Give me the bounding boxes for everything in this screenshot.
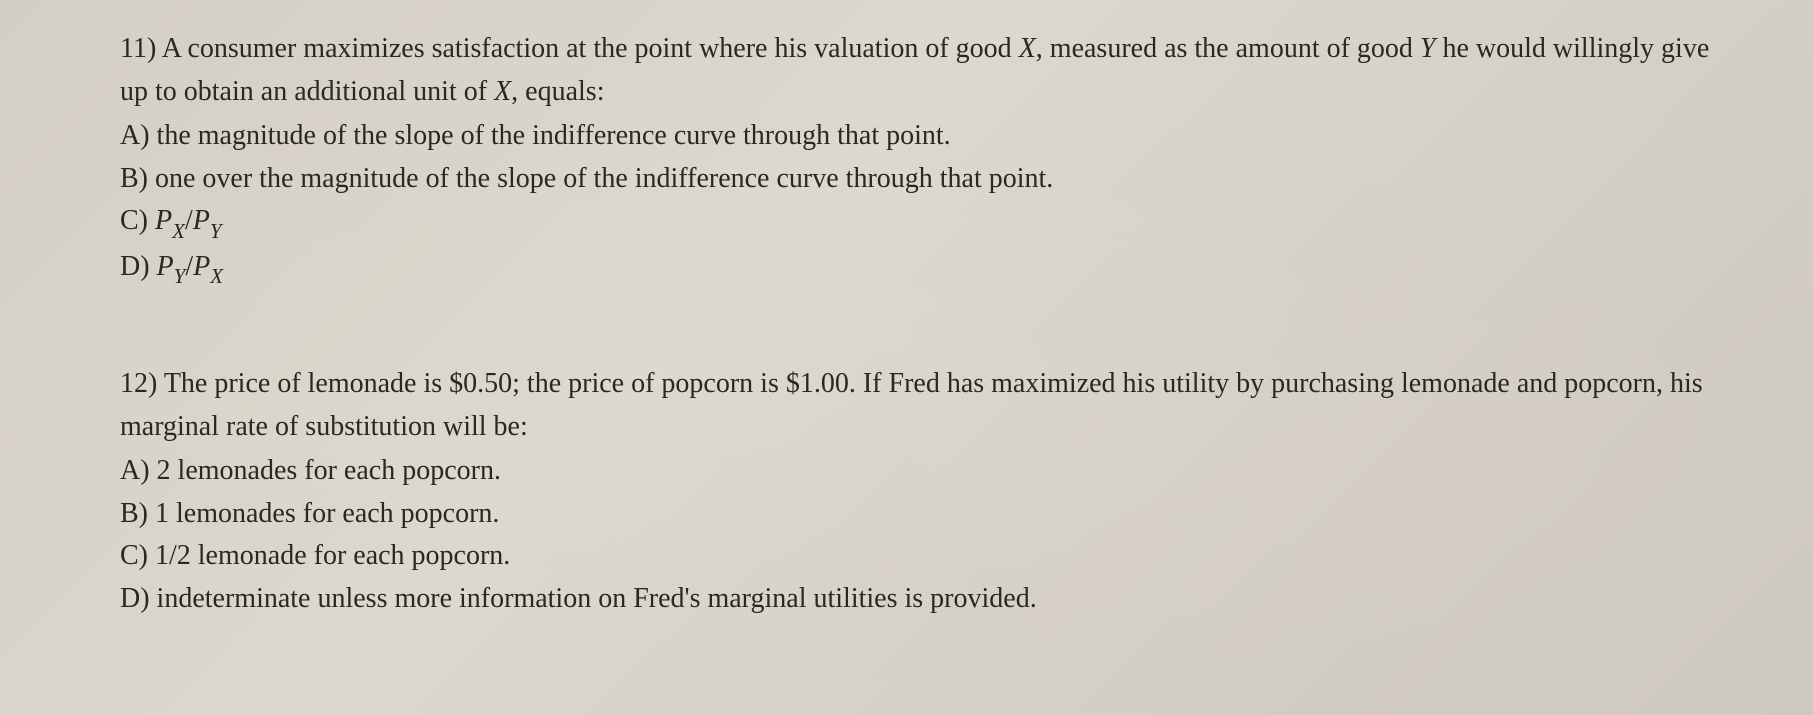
- stem-part1: A consumer maximizes satisfaction at the…: [162, 33, 1019, 64]
- option-a-label: A): [120, 455, 150, 486]
- option-d-label: D): [120, 251, 157, 282]
- price-p2: P: [193, 205, 210, 236]
- price-sub-x: X: [172, 219, 185, 243]
- option-d-label: D): [120, 583, 150, 614]
- option-a-text: 2 lemonades for each popcorn.: [150, 455, 501, 486]
- option-c-text: 1/2 lemonade for each popcorn.: [148, 540, 510, 571]
- option-c-label: C): [120, 205, 155, 236]
- good-x-var: X: [1019, 33, 1036, 64]
- option-b: B) one over the magnitude of the slope o…: [120, 158, 1723, 201]
- stem-part2: , measured as the amount of good: [1036, 33, 1420, 64]
- option-a-text: the magnitude of the slope of the indiff…: [150, 120, 951, 151]
- stem-part4: , equals:: [511, 76, 604, 107]
- good-x-var-2: X: [494, 76, 511, 107]
- option-b-text: one over the magnitude of the slope of t…: [148, 163, 1053, 194]
- question-number: 11): [120, 33, 156, 64]
- price-p1: P: [155, 205, 172, 236]
- question-number: 12): [120, 368, 157, 399]
- option-b-text: 1 lemonades for each popcorn.: [148, 498, 499, 529]
- price-sub-x: X: [210, 264, 223, 288]
- option-a-label: A): [120, 120, 150, 151]
- price-sub-y: Y: [174, 264, 186, 288]
- option-a: A) the magnitude of the slope of the ind…: [120, 115, 1723, 158]
- option-c-label: C): [120, 540, 148, 571]
- price-sub-y: Y: [210, 219, 222, 243]
- price-p1: P: [157, 251, 174, 282]
- option-b: B) 1 lemonades for each popcorn.: [120, 493, 1723, 536]
- option-d: D) indeterminate unless more information…: [120, 578, 1723, 621]
- slash: /: [185, 251, 193, 282]
- question-11-stem: 11) A consumer maximizes satisfaction at…: [120, 28, 1723, 113]
- question-12: 12) The price of lemonade is $0.50; the …: [120, 363, 1723, 620]
- option-b-label: B): [120, 163, 148, 194]
- option-c: C) PX/PY: [120, 200, 1723, 246]
- option-a: A) 2 lemonades for each popcorn.: [120, 450, 1723, 493]
- price-p2: P: [193, 251, 210, 282]
- slash: /: [185, 205, 193, 236]
- good-y-var: Y: [1420, 33, 1436, 64]
- stem-text: The price of lemonade is $0.50; the pric…: [120, 368, 1703, 442]
- question-11: 11) A consumer maximizes satisfaction at…: [120, 28, 1723, 291]
- question-12-stem: 12) The price of lemonade is $0.50; the …: [120, 363, 1723, 448]
- option-c: C) 1/2 lemonade for each popcorn.: [120, 535, 1723, 578]
- option-d-text: indeterminate unless more information on…: [150, 583, 1037, 614]
- option-b-label: B): [120, 498, 148, 529]
- option-d: D) PY/PX: [120, 246, 1723, 292]
